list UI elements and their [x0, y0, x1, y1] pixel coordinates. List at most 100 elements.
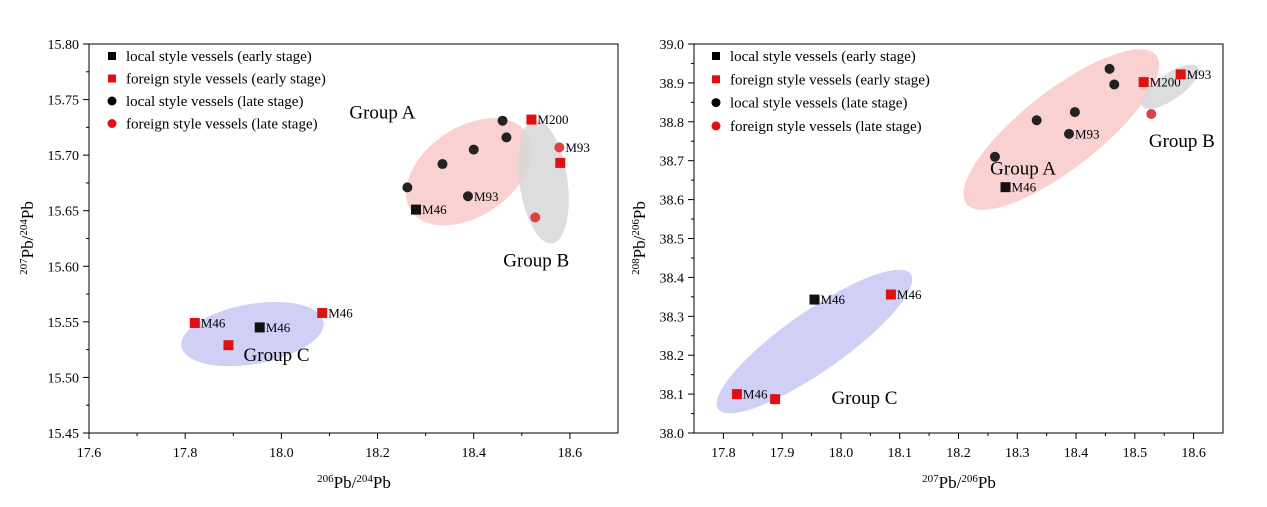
- data-point-foreign-early: [770, 394, 781, 405]
- x-tick-label: 18.0: [269, 446, 294, 461]
- x-tick-label: 17.9: [770, 446, 795, 461]
- y-tick-label: 38.0: [660, 427, 685, 442]
- legend-marker: [107, 96, 117, 106]
- x-tick-label: 18.5: [1123, 446, 1148, 461]
- point-label: M46: [1012, 180, 1037, 195]
- point-label: M93: [1075, 126, 1100, 141]
- data-point-local-late: [437, 159, 448, 170]
- y-tick-label: 38.4: [660, 271, 685, 286]
- x-tick-label: 18.3: [1005, 446, 1030, 461]
- legend-label: foreign style vessels (late stage): [126, 117, 318, 133]
- chart-left: 17.6 17.8 18.0 18.2 18.4 18.6 15.45 15.50 15.55 1…: [18, 38, 619, 492]
- data-point-local-late: [1031, 115, 1042, 126]
- data-point-foreign-early: [526, 114, 537, 125]
- y-tick-label: 15.80: [48, 38, 80, 53]
- y-tick-label: 15.45: [48, 427, 80, 442]
- y-tick-label: 15.75: [48, 94, 80, 109]
- data-point-local-early: [411, 204, 422, 215]
- y-tick-label: 38.2: [660, 349, 685, 364]
- y-tick-label: 15.65: [48, 205, 80, 220]
- group-region-group-c: [716, 269, 913, 414]
- data-point-local-late: [468, 144, 479, 155]
- data-point-local-late: [1064, 128, 1075, 139]
- group-region-group-c: [181, 301, 324, 367]
- data-point-foreign-early: [555, 157, 566, 168]
- x-tick-label: 18.2: [365, 446, 390, 461]
- data-point-local-early: [809, 294, 820, 305]
- x-tick-label: 17.6: [77, 446, 102, 461]
- x-tick-label: 18.4: [1064, 446, 1089, 461]
- y-tick-label: 38.7: [660, 155, 685, 170]
- legend-marker: [711, 98, 721, 108]
- x-tick-label: 18.6: [1181, 446, 1206, 461]
- x-tick-label: 17.8: [711, 446, 736, 461]
- data-point-foreign-early: [317, 307, 328, 318]
- x-tick-label: 18.0: [829, 446, 854, 461]
- data-point-foreign-late: [1146, 109, 1157, 120]
- data-point-local-early: [1000, 182, 1011, 193]
- x-tick-label: 18.1: [887, 446, 912, 461]
- y-tick-label: 38.3: [660, 310, 685, 325]
- point-label: M93: [1187, 67, 1212, 82]
- data-point-local-late: [1109, 79, 1120, 90]
- y-tick-label: 38.6: [660, 194, 685, 209]
- x-axis-label: 207Pb/206Pb: [922, 473, 996, 492]
- y-tick-label: 38.1: [660, 388, 685, 403]
- legend-label: foreign style vessels (late stage): [730, 119, 922, 135]
- group-label: Group B: [1149, 131, 1215, 152]
- group-label: Group C: [244, 345, 310, 366]
- point-label: M200: [537, 112, 568, 127]
- x-tick-label: 18.4: [461, 446, 486, 461]
- data-point-local-late: [402, 182, 413, 193]
- y-tick-label: 39.0: [660, 38, 685, 53]
- data-point-foreign-late: [530, 212, 541, 223]
- group-label: Group B: [503, 250, 569, 271]
- y-tick-label: 15.70: [48, 149, 80, 164]
- data-point-local-early: [254, 322, 265, 333]
- y-tick-label: 15.55: [48, 316, 80, 331]
- legend-label: local style vessels (late stage): [730, 96, 907, 112]
- y-tick-label: 38.9: [660, 77, 685, 92]
- data-point-local-late: [462, 191, 473, 202]
- y-tick-label: 38.8: [660, 116, 685, 131]
- point-label: M93: [565, 140, 590, 155]
- point-label: M46: [820, 292, 845, 307]
- data-point-foreign-early: [1138, 77, 1149, 88]
- data-point-foreign-early: [189, 317, 200, 328]
- legend-label: foreign style vessels (early stage): [730, 72, 930, 88]
- point-label: M46: [422, 202, 447, 217]
- data-point-local-late: [989, 151, 1000, 162]
- x-tick-label: 18.2: [946, 446, 971, 461]
- legend-marker: [107, 119, 117, 128]
- legend-label: local style vessels (early stage): [730, 49, 916, 65]
- legend-label: foreign style vessels (early stage): [126, 72, 326, 88]
- group-label: Group A: [349, 102, 415, 123]
- point-label: M46: [328, 305, 353, 320]
- y-tick-label: 15.60: [48, 260, 80, 275]
- y-tick-label: 15.50: [48, 371, 80, 386]
- point-label: M46: [201, 315, 226, 330]
- data-point-foreign-early: [731, 389, 742, 400]
- y-tick-label: 38.5: [660, 233, 685, 248]
- legend-label: local style vessels (early stage): [126, 49, 312, 65]
- legend-label: local style vessels (late stage): [126, 94, 303, 110]
- x-tick-label: 17.8: [173, 446, 198, 461]
- data-point-local-late: [497, 115, 508, 126]
- data-point-foreign-late: [554, 142, 565, 153]
- legend-marker: [108, 74, 116, 83]
- group-label: Group C: [831, 388, 897, 409]
- group-label: Group A: [990, 158, 1056, 179]
- point-label: M93: [474, 189, 499, 204]
- data-point-foreign-early: [1175, 69, 1186, 80]
- legend-marker: [712, 52, 720, 60]
- group-region-group-a: [405, 118, 532, 226]
- data-point-local-late: [1069, 107, 1080, 118]
- data-point-foreign-early: [885, 289, 896, 300]
- y-axis-label: 208Pb/206Pb: [630, 201, 649, 275]
- point-label: M200: [1150, 75, 1181, 90]
- legend-marker: [712, 75, 720, 84]
- chart-right: 17.8 17.9 18.0 18.1 18.2 18.3 18.4 18.5 18.6 38.0…: [630, 38, 1224, 492]
- data-point-local-late: [501, 132, 512, 143]
- y-axis-label: 207Pb/204Pb: [18, 201, 37, 275]
